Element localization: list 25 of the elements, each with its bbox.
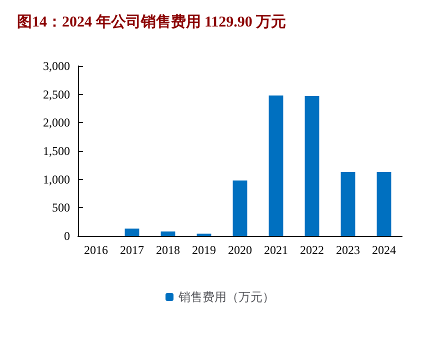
y-tick-label: 0 [64,229,70,243]
y-tick-label: 3,000 [43,59,70,73]
bar [232,180,248,236]
bar [304,96,320,236]
y-tick-label: 2,500 [43,87,70,102]
bar [268,95,284,236]
bar [160,231,176,236]
y-tick-label: 2,000 [43,116,70,130]
chart-title: 图14：2024 年公司销售费用 1129.90 万元 [17,14,286,30]
y-tick-label: 1,500 [43,144,70,158]
y-tick-label: 500 [52,200,70,215]
x-tick-label: 2021 [264,243,288,257]
x-tick-label: 2024 [372,243,396,257]
x-tick-label: 2018 [156,243,180,257]
bar [376,172,392,236]
x-tick-label: 2016 [84,243,108,257]
bar [340,172,356,236]
bar [124,228,140,236]
legend-label: 销售费用（万元） [178,290,274,304]
x-tick-label: 2020 [228,243,252,257]
x-tick-label: 2023 [336,243,360,257]
y-tick-label: 1,000 [43,172,70,186]
x-tick-label: 2019 [192,243,216,257]
x-tick-label: 2022 [300,243,324,257]
x-tick-label: 2017 [120,243,144,257]
